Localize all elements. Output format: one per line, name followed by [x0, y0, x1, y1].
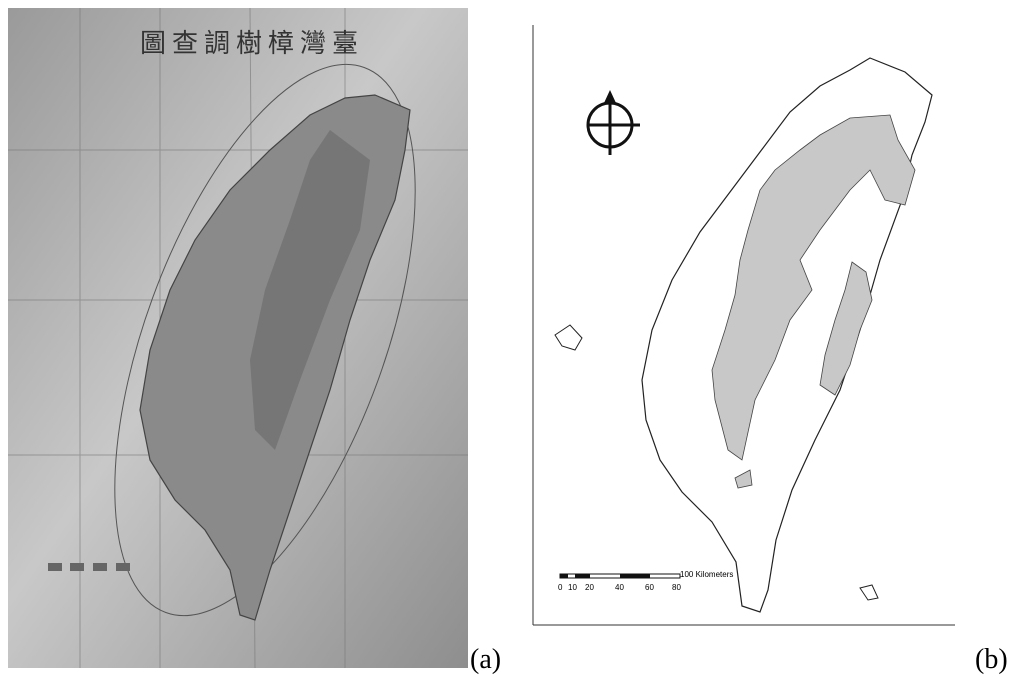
scale-bar — [560, 574, 680, 578]
north-arrow — [588, 90, 640, 155]
scale-label: 100 Kilometers — [680, 570, 733, 579]
scale-label: 20 — [585, 583, 594, 592]
penghu — [555, 325, 582, 350]
panel-label: (b) — [975, 644, 1008, 675]
panel-label: (a) — [470, 644, 501, 675]
panel-b: 0 10 20 40 60 80 100 Kilometers (b) — [533, 25, 1008, 675]
figure: 圖查調樹樟灣臺 (a) 01020406080100 Kilometers ( — [0, 0, 1023, 677]
scale-label: 60 — [645, 583, 654, 592]
map-title: 圖查調樹樟灣臺 — [140, 29, 364, 59]
scale-label: 0 — [558, 583, 563, 592]
scale-label: 40 — [615, 583, 624, 592]
orchid-island — [860, 585, 878, 600]
scale-label: 10 — [568, 583, 577, 592]
scale-label: 80 — [672, 583, 681, 592]
panel-a: 圖查調樹樟灣臺 (a) — [8, 8, 501, 675]
